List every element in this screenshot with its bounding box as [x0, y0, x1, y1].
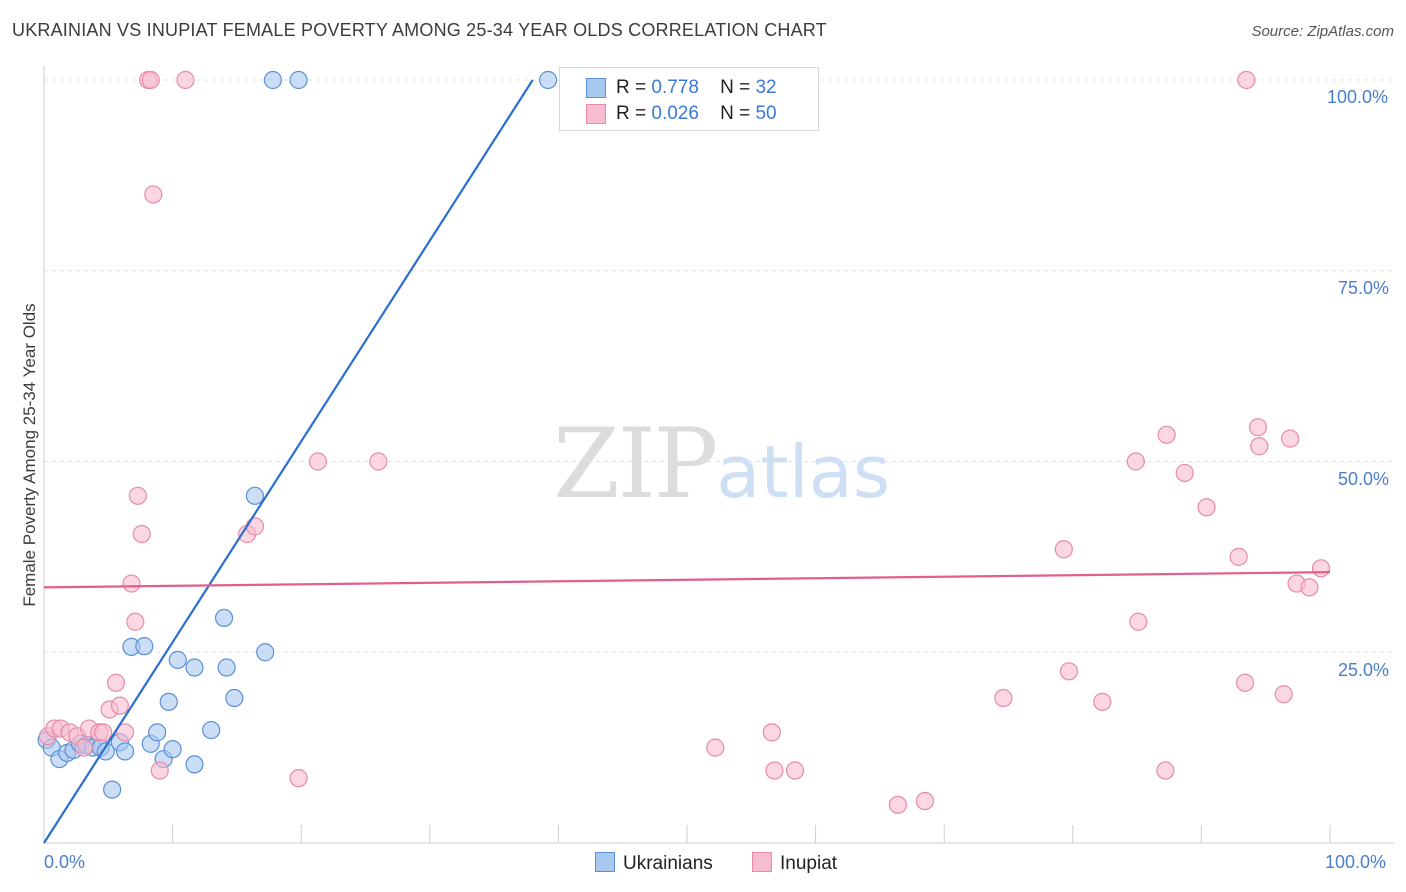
inupiat-point-13: [122, 574, 141, 593]
inupiat-point-39: [1156, 761, 1175, 780]
inupiat-point-25: [308, 452, 328, 471]
inupiat-point-16: [132, 524, 151, 544]
inupiat-point-47: [1274, 685, 1293, 704]
inupiat-point-44: [1236, 673, 1255, 692]
chart-title: UKRAINIAN VS INUPIAT FEMALE POVERTY AMON…: [12, 20, 827, 40]
watermark: ZIPatlas: [553, 408, 890, 520]
ukrainian-point-19: [163, 740, 182, 759]
y-tick-label-75: 75.0%: [1338, 278, 1390, 298]
ukrainian-point-14: [135, 637, 154, 656]
legend-n-label: N =: [720, 77, 751, 98]
ukrainian-point-30: [289, 70, 308, 90]
inupiat-point-37: [1126, 452, 1145, 471]
inupiat-point-5: [74, 738, 93, 757]
x-tick-label-100: 100.0%: [1325, 852, 1387, 872]
legend-r-label: R =: [616, 77, 647, 98]
trend-layer: [43, 79, 1331, 844]
inupiat-point-41: [1175, 463, 1194, 483]
inupiat-point-40: [1157, 425, 1176, 444]
inupiat-point-29: [765, 761, 784, 780]
inupiat-point-23: [245, 517, 265, 536]
inupiat-point-11: [110, 696, 129, 715]
legend-r-value-inupiat: 0.026: [651, 103, 699, 124]
ukrainian-point-21: [185, 755, 204, 774]
ukrainian-point-22: [185, 658, 204, 677]
x-tick-label-0: 0.0%: [44, 852, 86, 872]
inupiat-point-33: [994, 688, 1013, 708]
inupiat-points: [38, 70, 1331, 814]
inupiat-trend-line: [43, 571, 1331, 589]
inupiat-point-36: [1093, 692, 1112, 711]
ukrainian-point-18: [159, 692, 178, 711]
inupiat-point-45: [1248, 418, 1268, 437]
ukrainian-point-16: [148, 723, 167, 742]
ukrainian-point-23: [202, 720, 221, 740]
ukrainian-point-25: [217, 658, 236, 677]
inupiat-point-8: [94, 723, 113, 742]
inupiat-point-28: [762, 723, 781, 742]
inupiat-point-20: [150, 761, 169, 780]
inupiat-point-10: [106, 673, 126, 692]
ukrainian-point-27: [245, 486, 265, 505]
inupiat-point-14: [126, 612, 145, 631]
axis-layer: [43, 66, 1394, 844]
bottom-legend-ukrainians: Ukrainians: [595, 852, 713, 875]
y-tick-label-50: 50.0%: [1338, 469, 1390, 489]
grid-layer: [44, 79, 1394, 653]
ukrainian-point-12: [115, 742, 135, 761]
inupiat-point-19: [144, 185, 163, 204]
inupiat-point-46: [1250, 437, 1269, 456]
ukrainian-point-20: [168, 650, 187, 669]
legend-n-value-inupiat: 50: [755, 103, 777, 124]
bottom-legend-swatch-inupiat: [752, 852, 772, 872]
y-axis-label: Female Poverty Among 25-34 Year Olds: [20, 303, 39, 607]
ukrainian-point-26: [225, 688, 244, 708]
ukrainian-point-29: [263, 70, 283, 90]
inupiat-point-15: [128, 486, 147, 505]
legend-r-label: R =: [616, 103, 647, 124]
legend-swatch-inupiat: [586, 104, 606, 124]
inupiat-point-18: [141, 70, 160, 90]
y-tick-label-25: 25.0%: [1338, 660, 1390, 680]
bottom-legend-swatch-ukrainians: [595, 852, 615, 872]
correlation-legend: R = 0.778 N = 32 R = 0.026 N = 50: [559, 67, 819, 131]
ukrainian-point-24: [214, 608, 234, 628]
legend-swatch-ukrainians: [586, 78, 606, 98]
inupiat-point-48: [1281, 429, 1300, 448]
legend-n-value-ukrainians: 32: [755, 77, 777, 98]
bottom-legend-label-ukrainians: Ukrainians: [623, 853, 713, 874]
watermark-atlas: atlas: [716, 430, 891, 514]
inupiat-point-24: [289, 769, 308, 788]
legend-n-label: N =: [720, 103, 751, 124]
inupiat-point-38: [1129, 612, 1148, 631]
ukrainian-point-31: [539, 70, 558, 90]
inupiat-point-51: [1311, 559, 1331, 578]
inupiat-point-35: [1059, 662, 1079, 681]
ukrainian-point-28: [256, 643, 275, 662]
inupiat-point-42: [1197, 498, 1216, 517]
y-tick-label-100: 100.0%: [1327, 87, 1389, 107]
inupiat-point-30: [785, 761, 805, 780]
inupiat-point-32: [915, 791, 935, 811]
ukrainian-point-10: [103, 780, 122, 799]
ukrainian-trend-line: [43, 79, 534, 844]
legend-r-value-ukrainians: 0.778: [651, 77, 699, 98]
inupiat-point-43: [1229, 547, 1248, 566]
inupiat-point-31: [888, 795, 908, 814]
inupiat-point-21: [176, 70, 195, 90]
inupiat-point-50: [1300, 578, 1319, 597]
bottom-legend-label-inupiat: Inupiat: [780, 853, 838, 874]
watermark-zip: ZIP: [553, 408, 718, 520]
bottom-legend-inupiat: Inupiat: [752, 852, 837, 875]
chart-source: Source: ZipAtlas.com: [1251, 23, 1394, 40]
inupiat-point-52: [1237, 70, 1256, 90]
inupiat-point-12: [115, 723, 135, 742]
ukrainian-point-9: [96, 742, 115, 761]
inupiat-point-27: [706, 738, 725, 757]
inupiat-point-34: [1054, 540, 1073, 559]
inupiat-point-26: [369, 452, 388, 471]
